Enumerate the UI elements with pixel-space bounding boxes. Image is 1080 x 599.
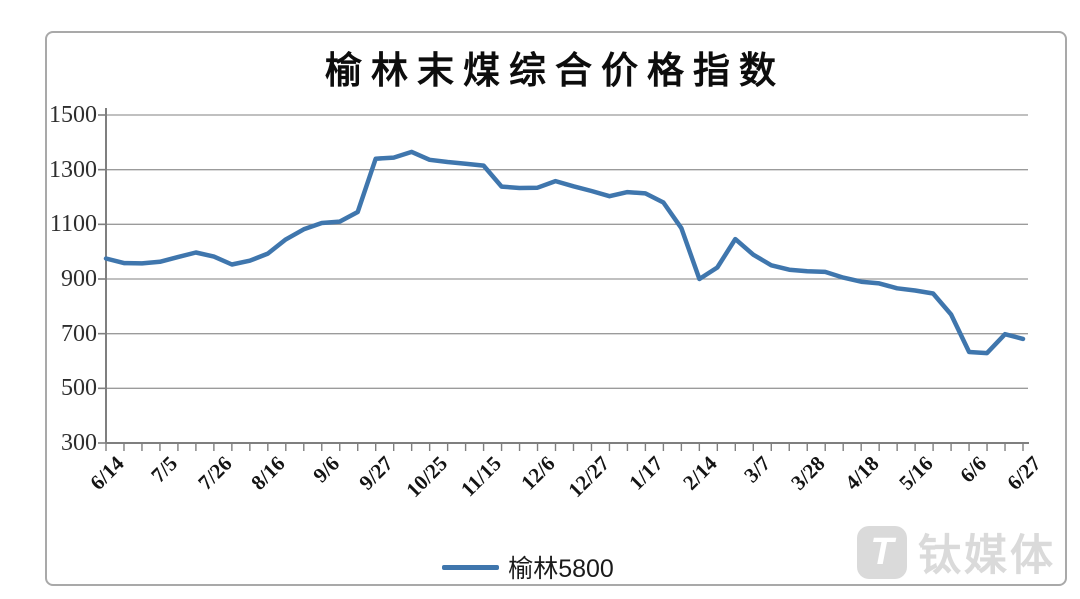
legend-series-label: 榆林5800 bbox=[508, 555, 614, 583]
y-axis-label: 1100 bbox=[49, 211, 97, 238]
watermark: T 钛媒体 bbox=[857, 521, 1056, 583]
y-axis-label: 1300 bbox=[49, 156, 97, 183]
y-axis-label: 900 bbox=[61, 266, 97, 292]
chart-frame bbox=[45, 31, 1067, 586]
tmtpost-logo-icon: T bbox=[857, 525, 907, 579]
y-axis-label: 700 bbox=[61, 320, 97, 347]
legend-line-swatch bbox=[442, 564, 500, 570]
y-axis-label: 1500 bbox=[49, 102, 97, 128]
legend: 榆林5800 bbox=[0, 549, 1056, 585]
y-axis-label: 500 bbox=[61, 375, 97, 402]
y-axis-label: 300 bbox=[61, 430, 97, 456]
watermark-text: 钛媒体 bbox=[918, 532, 1056, 580]
chart-title: 榆林末煤综合价格指数 bbox=[325, 51, 785, 92]
price-line-yulin-5800 bbox=[103, 149, 1026, 356]
